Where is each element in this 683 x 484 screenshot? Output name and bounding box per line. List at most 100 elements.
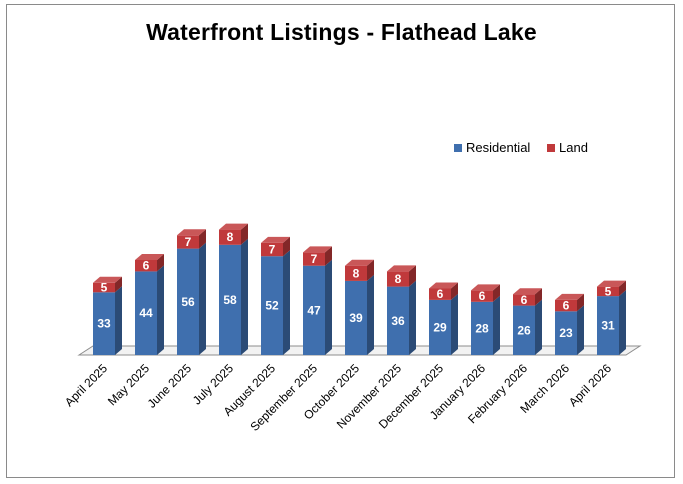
bar-land-0 [93,282,115,293]
bar-residential-10 [513,305,535,355]
data-label-residential-3: 58 [223,293,237,307]
bar-residential-12 [597,296,619,355]
bar-top-1 [135,254,164,260]
data-label-residential-1: 44 [139,306,153,320]
bar-land-2 [177,235,199,249]
x-tick-label-12: April 2026 [566,361,614,409]
bar-land-6 [345,265,367,281]
bar-top-6 [345,259,374,266]
data-label-land-6: 8 [353,266,360,280]
bar-side-land-7 [409,265,416,287]
bar-side-residential-11 [577,305,584,355]
chart-title: Waterfront Listings - Flathead Lake [146,19,537,45]
bar-top-0 [93,276,122,283]
bar-side-residential-9 [493,295,500,355]
data-label-land-10: 6 [521,293,528,307]
bar-side-residential-10 [535,299,542,355]
bar-residential-1 [135,271,157,355]
bar-land-7 [387,271,409,287]
data-label-residential-5: 47 [307,303,321,317]
bar-side-residential-12 [619,290,626,355]
data-label-land-1: 6 [143,259,150,273]
data-label-residential-12: 31 [601,319,615,333]
legend-swatch-land [547,144,555,152]
data-label-land-12: 5 [605,284,612,298]
data-label-land-5: 7 [311,252,318,266]
data-label-residential-11: 23 [559,326,573,340]
bar-land-1 [135,260,157,272]
data-label-residential-9: 28 [475,321,489,335]
bar-top-11 [555,293,584,300]
bar-residential-8 [429,299,451,355]
bar-residential-3 [219,244,241,355]
data-label-residential-10: 26 [517,323,531,337]
bar-land-3 [219,229,241,245]
bar-top-5 [303,246,332,253]
x-tick-label-2: June 2025 [145,361,195,411]
data-label-land-2: 7 [185,235,192,249]
data-label-residential-7: 36 [391,314,405,328]
bar-top-9 [471,284,500,291]
bar-top-2 [177,229,206,236]
chart-frame: Waterfront Listings - Flathead Lake [6,4,675,478]
bar-side-land-11 [577,293,584,312]
bar-side-residential-1 [157,265,164,355]
bar-land-11 [555,299,577,312]
bar-land-10 [513,294,535,306]
legend-label-residential: Residential [466,140,530,155]
bar-residential-9 [471,301,493,355]
bar-residential-11 [555,311,577,355]
bar-top-10 [513,288,542,295]
bar-top-7 [387,265,416,272]
bar-side-residential-7 [409,280,416,355]
data-label-residential-2: 56 [181,295,195,309]
bar-land-4 [261,242,283,257]
bar-side-residential-6 [367,274,374,355]
bar-side-residential-2 [199,242,206,355]
bar-side-land-3 [241,223,248,245]
bar-side-land-6 [367,259,374,281]
data-label-land-7: 8 [395,272,402,286]
bar-side-land-12 [619,280,626,297]
legend-swatch-residential [454,144,462,152]
legend-label-land: Land [559,140,588,155]
bar-land-5 [303,252,325,266]
bar-top-4 [261,236,290,243]
bar-side-residential-3 [241,238,248,355]
data-label-residential-4: 52 [265,299,279,313]
bar-side-land-4 [283,236,290,257]
bar-land-8 [429,288,451,300]
bar-top-12 [597,280,626,287]
data-label-land-3: 8 [227,230,234,244]
bar-side-residential-0 [115,286,122,355]
bar-residential-4 [261,256,283,355]
bar-residential-6 [345,280,367,355]
data-label-residential-0: 33 [97,317,111,331]
bar-residential-5 [303,265,325,355]
bar-side-land-0 [115,276,122,293]
bar-side-residential-8 [451,293,458,355]
bar-side-land-2 [199,229,206,249]
bar-land-9 [471,290,493,302]
data-label-land-0: 5 [101,281,108,295]
data-label-land-11: 6 [563,299,570,313]
data-label-residential-8: 29 [433,320,447,334]
data-label-residential-6: 39 [349,311,363,325]
data-label-land-9: 6 [479,289,486,303]
bar-land-12 [597,286,619,297]
bar-side-land-10 [535,288,542,306]
bar-residential-7 [387,286,409,355]
bar-side-land-9 [493,284,500,302]
bar-side-residential-5 [325,259,332,355]
bar-side-land-1 [157,254,164,272]
bar-top-8 [429,282,458,289]
data-label-land-4: 7 [269,243,276,257]
bar-top-3 [219,223,248,230]
bar-side-land-5 [325,246,332,266]
bar-residential-0 [93,292,115,355]
x-tick-label-0: April 2025 [62,361,110,409]
bar-side-residential-4 [283,250,290,355]
data-label-land-8: 6 [437,287,444,301]
bar-side-land-8 [451,282,458,300]
